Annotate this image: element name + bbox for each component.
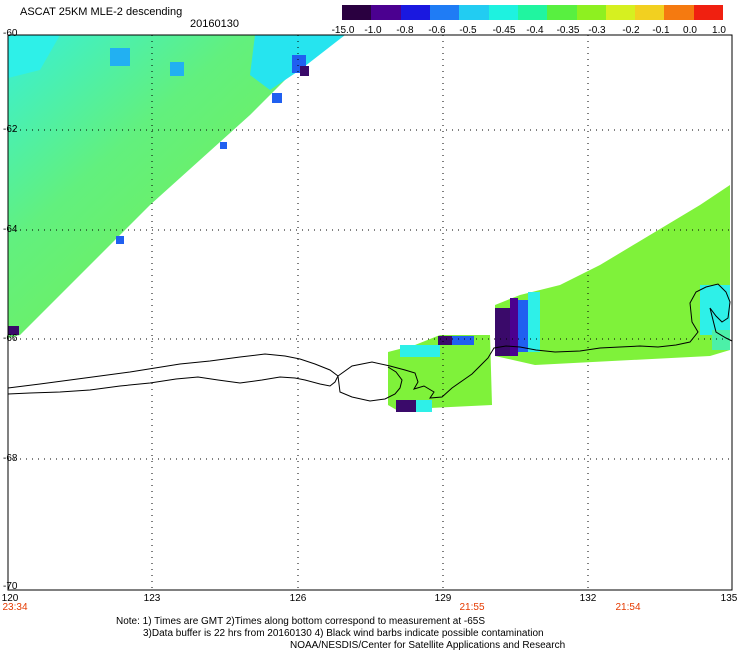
colorbar-label: -1.0 xyxy=(364,25,382,36)
colorbar-swatch xyxy=(429,5,460,20)
swath-cell xyxy=(116,236,124,244)
coastline-path xyxy=(337,283,733,399)
swath-cell xyxy=(452,336,474,345)
swath-cell xyxy=(170,62,184,76)
swath-cell xyxy=(272,93,282,103)
graticule xyxy=(8,35,732,590)
lon-label: 123 xyxy=(143,593,161,604)
colorbar-swatch xyxy=(664,5,694,20)
colorbar-label: -0.4 xyxy=(526,25,544,36)
map-frame xyxy=(7,34,733,591)
colorbar-swatch xyxy=(488,5,518,20)
swath-cell xyxy=(528,292,540,352)
lon-label: 126 xyxy=(289,593,307,604)
colorbar-label: -0.35 xyxy=(556,25,580,36)
colorbar-label: 1.0 xyxy=(712,25,726,36)
colorbar-label: -0.3 xyxy=(588,25,606,36)
map-date: 20160130 xyxy=(190,18,239,30)
coastline-path xyxy=(337,366,403,402)
swath-cell xyxy=(220,142,227,149)
colorbar-label: -0.6 xyxy=(428,25,446,36)
western-swath xyxy=(8,35,345,338)
swath-cell xyxy=(438,336,452,345)
map-title: ASCAT 25KM MLE-2 descending xyxy=(20,6,183,18)
swath-cell xyxy=(495,308,510,356)
colorbar xyxy=(342,5,724,20)
colorbar-swatch xyxy=(605,5,636,20)
lon-label: 135 xyxy=(720,593,738,604)
colorbar-swatch xyxy=(576,5,606,20)
swath-cell xyxy=(400,345,440,357)
colorbar-label: -0.45 xyxy=(492,25,516,36)
swath-body xyxy=(8,35,345,338)
colorbar-swatch xyxy=(517,5,548,20)
lat-label: -68 xyxy=(3,453,18,464)
eastern-swath xyxy=(495,185,730,365)
colorbar-label: -0.2 xyxy=(622,25,640,36)
lat-label: -70 xyxy=(3,581,18,592)
colorbar-label: -0.1 xyxy=(652,25,670,36)
colorbar-swatch xyxy=(342,5,372,20)
lat-label: -60 xyxy=(3,28,18,39)
time-label: 21:54 xyxy=(615,602,641,613)
swath-cell xyxy=(396,400,416,412)
colorbar-label: -0.5 xyxy=(459,25,477,36)
coastline xyxy=(7,283,733,402)
lon-label: 129 xyxy=(434,593,452,604)
swath-cell xyxy=(110,48,130,66)
swath-cell xyxy=(510,298,518,356)
note-line: 3)Data buffer is 22 hrs from 20160130 4)… xyxy=(143,628,544,639)
colorbar-swatch xyxy=(371,5,401,20)
swath-body xyxy=(495,185,730,365)
lat-label: -62 xyxy=(3,124,18,135)
colorbar-label: -0.8 xyxy=(396,25,414,36)
note-line: NOAA/NESDIS/Center for Satellite Applica… xyxy=(290,640,566,651)
swath-cell xyxy=(300,66,309,76)
swath-cell xyxy=(712,330,730,350)
time-label: 23:34 xyxy=(2,602,28,613)
colorbar-label: 0.0 xyxy=(683,25,697,36)
colorbar-swatch xyxy=(693,5,724,20)
colorbar-swatch xyxy=(547,5,577,20)
colorbar-swatch xyxy=(459,5,489,20)
coastline-path xyxy=(7,353,339,395)
swath-patch xyxy=(8,35,60,78)
lon-label: 120 xyxy=(1,593,19,604)
swath-cell xyxy=(518,300,528,352)
central-swath xyxy=(388,335,492,412)
colorbar-label: -15.0 xyxy=(331,25,355,36)
colorbar-swatch xyxy=(400,5,430,20)
lon-label: 132 xyxy=(579,593,597,604)
swath-cell xyxy=(8,326,19,335)
lat-label: -66 xyxy=(3,333,18,344)
colorbar-swatch xyxy=(635,5,665,20)
colorbar-labels: -15.0 -1.0 -0.8 -0.6 -0.5 -0.45 -0.4 -0.… xyxy=(0,25,740,37)
time-label: 21:55 xyxy=(459,602,485,613)
lat-label: -64 xyxy=(3,224,18,235)
note-line: Note: 1) Times are GMT 2)Times along bot… xyxy=(116,616,486,627)
swath-cell xyxy=(416,400,432,412)
